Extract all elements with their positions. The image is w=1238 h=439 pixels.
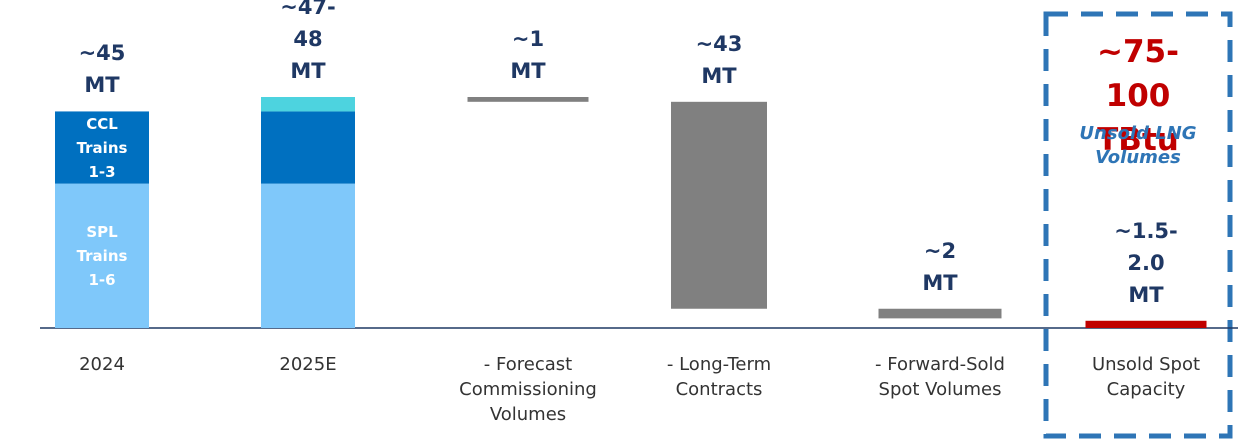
bar-segment bbox=[55, 111, 149, 184]
bar-segment bbox=[878, 308, 1002, 319]
highlight-box bbox=[1043, 11, 1233, 439]
annotation: ~75-100 TBtu bbox=[1097, 34, 1179, 158]
bar-segment bbox=[467, 97, 589, 102]
bar-segment bbox=[261, 183, 355, 328]
bar-segment bbox=[1085, 320, 1207, 328]
annotation: Unsold LNG Volumes bbox=[1079, 123, 1197, 168]
x-tick-label: - Forward-Sold Spot Volumes bbox=[875, 354, 1005, 400]
value-label: ~2 MT bbox=[922, 238, 958, 295]
value-label: ~1 MT bbox=[510, 27, 546, 83]
segment-label: SPL Trains 1-6 bbox=[76, 222, 128, 289]
segment-label: CCL Trains 1-3 bbox=[76, 114, 128, 181]
x-tick-label: - Forecast Commissioning Volumes bbox=[459, 354, 597, 425]
value-label: ~1.5-2.0 MT bbox=[1114, 218, 1178, 307]
value-label: ~43 MT bbox=[695, 31, 743, 88]
value-label: ~47-48 MT bbox=[280, 0, 336, 83]
x-tick-label: Unsold Spot Capacity bbox=[1091, 354, 1201, 400]
x-tick-label: 2025E bbox=[279, 354, 337, 375]
bar-segment bbox=[671, 101, 767, 309]
bar-segment bbox=[261, 97, 355, 112]
bar-segment bbox=[55, 183, 149, 328]
x-tick-label: 2024 bbox=[79, 354, 125, 375]
value-label: ~45 MT bbox=[78, 41, 126, 98]
x-tick-label: - Long-Term Contracts bbox=[666, 354, 772, 400]
bar-segment bbox=[261, 111, 355, 184]
